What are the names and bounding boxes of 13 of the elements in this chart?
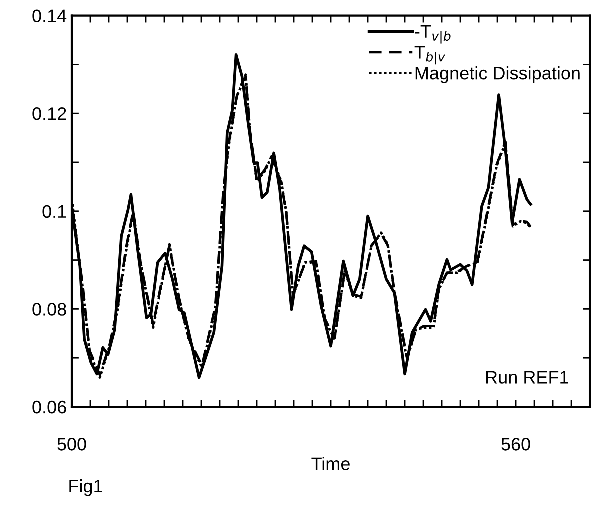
annotation: Run REF1 [486, 371, 568, 384]
x-tick-label: 500 [58, 438, 86, 451]
y-tick-label: 0.12 [32, 108, 66, 120]
y-tick-label: 0.14 [32, 10, 67, 22]
legend-label: -T$_{v|b}$ [415, 25, 451, 44]
caption: Fig1 [70, 479, 102, 496]
x-axis-title: Time [312, 457, 350, 470]
y-tick-label: 0.06 [32, 400, 66, 414]
y-tick-label: 0.1 [42, 205, 66, 218]
legend-label: Magnetic Dissipation [416, 66, 580, 84]
x-tick-label: 560 [502, 438, 530, 451]
legend-label: T$_{b|v}$ [414, 46, 446, 65]
y-tick-label: 0.08 [32, 303, 66, 316]
